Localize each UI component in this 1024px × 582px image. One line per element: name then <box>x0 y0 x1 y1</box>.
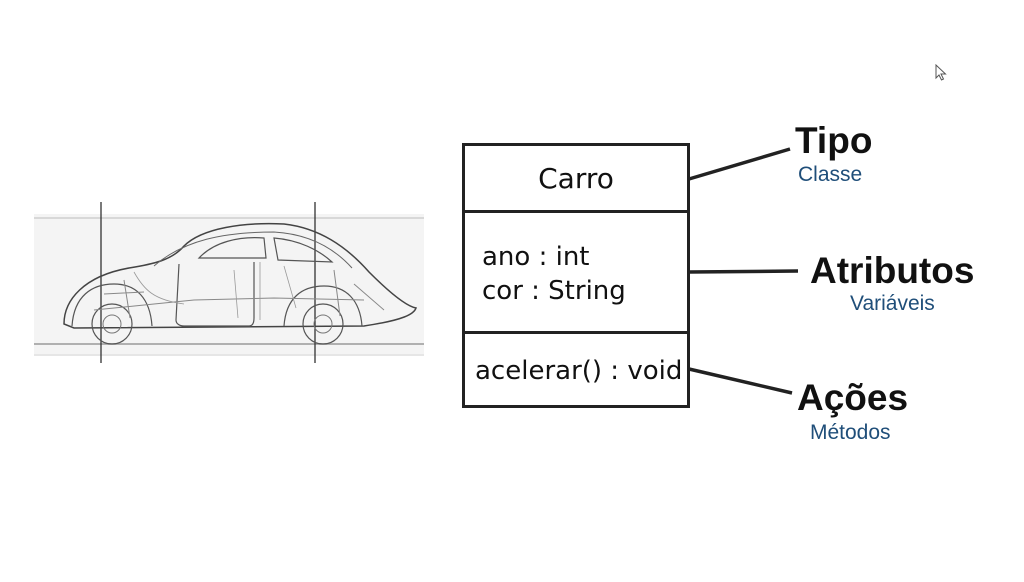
mouse-pointer-icon <box>935 64 947 81</box>
class-name: Carro <box>465 146 687 213</box>
attribute-ano: ano : int <box>482 242 590 272</box>
label-acoes-title: Ações <box>797 377 909 418</box>
label-atributos-title: Atributos <box>810 250 975 291</box>
attribute-cor: cor : String <box>482 276 626 306</box>
uml-class-box: Carro ano : int cor : String acelerar() … <box>462 143 690 408</box>
class-methods: acelerar() : void <box>465 337 687 405</box>
label-tipo-title: Tipo <box>795 120 873 161</box>
class-attributes: ano : int cor : String <box>465 216 687 334</box>
connector-acoes <box>688 367 793 395</box>
method-acelerar: acelerar() : void <box>475 356 683 386</box>
label-tipo-subtitle: Classe <box>798 163 863 186</box>
connector-tipo <box>688 147 791 181</box>
car-blueprint-illustration <box>34 202 424 363</box>
label-acoes-subtitle: Métodos <box>810 421 891 444</box>
connector-atributos <box>688 269 799 274</box>
label-atributos-subtitle: Variáveis <box>850 292 935 315</box>
